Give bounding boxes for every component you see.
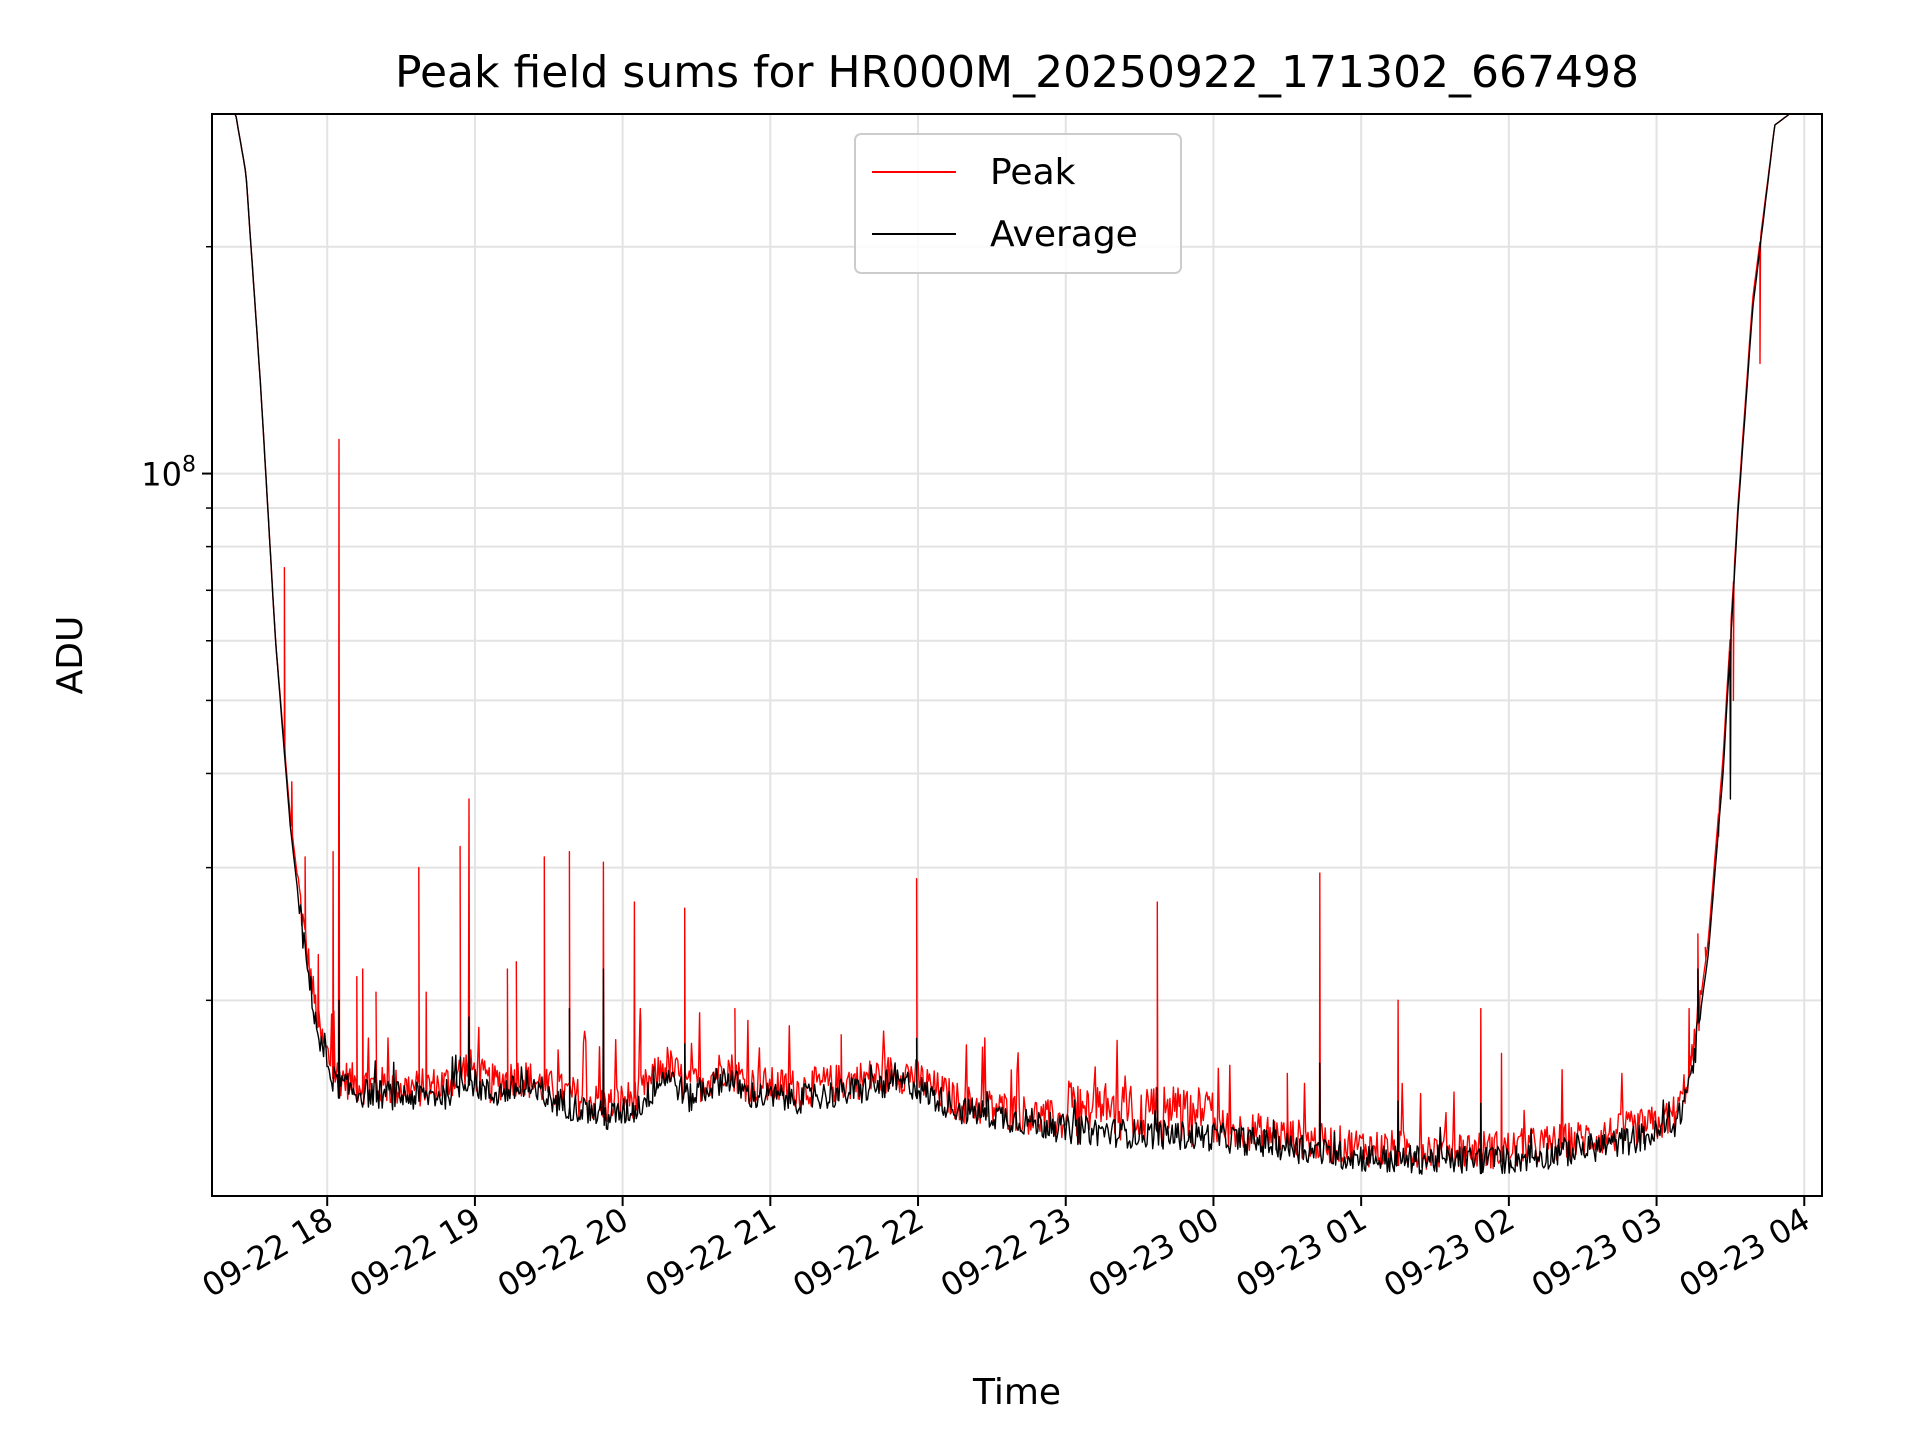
series-line-average xyxy=(212,114,1822,1175)
legend-box xyxy=(854,133,1182,274)
chart-title: Peak field sums for HR000M_20250922_1713… xyxy=(395,47,1639,98)
y-tick-label-0: 108 xyxy=(141,453,196,494)
y-axis-label: ADU xyxy=(50,616,91,695)
x-axis-label: Time xyxy=(972,1372,1061,1413)
plot-lines xyxy=(212,114,1822,1175)
legend: Peak Average xyxy=(854,133,1182,274)
grid xyxy=(212,114,1822,1196)
plot-frame xyxy=(211,113,1823,1197)
legend-label-peak: Peak xyxy=(990,152,1076,193)
legend-label-average: Average xyxy=(990,214,1138,255)
